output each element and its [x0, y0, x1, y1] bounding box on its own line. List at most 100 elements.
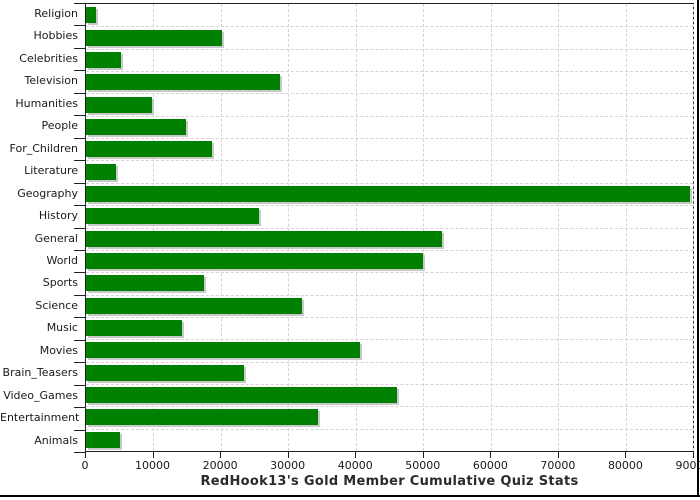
horizontal-gridline [86, 115, 693, 117]
y-axis-label: Religion [34, 7, 78, 20]
y-axis-label: Humanities [15, 96, 78, 110]
bar-row [86, 116, 693, 138]
x-axis-tick [85, 452, 86, 458]
bar-entertainment [86, 409, 318, 426]
y-axis-label: Movies [39, 343, 78, 357]
horizontal-gridline [86, 182, 693, 184]
horizontal-gridline [86, 316, 693, 318]
y-axis-label: Literature [24, 164, 78, 178]
y-axis-tick [74, 452, 85, 453]
bar-row [86, 272, 693, 294]
bar-people [86, 118, 187, 135]
bar-row [86, 160, 693, 182]
horizontal-gridline [86, 205, 693, 207]
x-axis-tick [625, 452, 627, 458]
y-axis-tick [74, 182, 85, 184]
y-axis-tick [74, 115, 85, 117]
bar-row [86, 228, 693, 250]
x-axis-tick-label: 90000 [675, 459, 700, 472]
chart-title: RedHook13's Gold Member Cumulative Quiz … [200, 474, 579, 489]
x-axis-tick [152, 452, 154, 458]
plot-area [85, 3, 694, 452]
bar-geography [86, 185, 690, 202]
x-axis-tick [220, 452, 222, 458]
y-axis-label: Entertainment [0, 411, 80, 425]
bar-row [86, 406, 693, 428]
bar-science [86, 297, 303, 314]
bar-celebrities [86, 51, 122, 68]
bar-row [86, 205, 693, 227]
y-axis-label: General [34, 231, 78, 245]
y-axis-label: Geography [17, 186, 78, 200]
horizontal-gridline [86, 48, 693, 50]
bar-row [86, 250, 693, 272]
y-axis-tick [74, 160, 85, 162]
y-axis-tick [74, 249, 85, 251]
outer-frame-right-border [697, 0, 699, 497]
bar-row [86, 138, 693, 160]
y-axis-tick [74, 272, 85, 274]
x-axis-tick [422, 452, 424, 458]
bar-for_children [86, 141, 213, 158]
y-axis-label: Animals [34, 433, 78, 447]
horizontal-gridline [86, 428, 693, 430]
bar-television [86, 74, 281, 91]
x-axis-tick-label: 10000 [135, 459, 171, 472]
horizontal-gridline [86, 227, 693, 229]
horizontal-gridline [86, 160, 693, 162]
y-axis-label: Celebrities [19, 51, 78, 65]
y-axis-label: Television [24, 74, 79, 88]
bar-row [86, 362, 693, 384]
x-axis-tick-label: 80000 [607, 459, 643, 472]
bar-row [86, 4, 693, 26]
y-axis-tick [74, 205, 85, 207]
horizontal-gridline [86, 294, 693, 296]
horizontal-gridline [86, 361, 693, 363]
y-axis-tick [74, 317, 85, 319]
x-axis-tick-label: 50000 [405, 459, 441, 472]
x-axis-tick [490, 452, 492, 458]
bar-brain_teasers [86, 364, 244, 381]
bar-hobbies [86, 29, 222, 46]
bar-row [86, 183, 693, 205]
bar-row [86, 295, 693, 317]
y-axis-tick [74, 362, 85, 364]
bar-row [86, 317, 693, 339]
bar-row [86, 339, 693, 361]
x-axis-tick-label: 20000 [202, 459, 238, 472]
bar-history [86, 208, 259, 225]
bar-movies [86, 342, 360, 359]
bar-animals [86, 431, 120, 448]
y-axis-tick [74, 384, 85, 386]
horizontal-gridline [86, 93, 693, 95]
y-axis-label: Hobbies [33, 29, 78, 43]
bar-row [86, 384, 693, 406]
x-axis-tick [557, 452, 559, 458]
bar-world [86, 253, 423, 270]
y-axis-label: Music [46, 321, 78, 335]
y-axis-tick [74, 227, 85, 229]
x-axis-tick-label: 40000 [337, 459, 373, 472]
horizontal-gridline [86, 138, 693, 140]
y-axis-tick [74, 294, 85, 296]
y-axis-label: Video_Games [3, 388, 78, 402]
bar-religion [86, 7, 97, 24]
y-axis-tick [74, 3, 85, 4]
horizontal-gridline [86, 383, 693, 385]
x-axis-tick [693, 452, 694, 458]
bar-row [86, 429, 693, 451]
horizontal-gridline [86, 249, 693, 251]
y-axis-tick [74, 92, 85, 94]
bar-sports [86, 275, 205, 292]
horizontal-gridline [86, 272, 693, 274]
x-axis-tick-label: 60000 [472, 459, 508, 472]
bar-humanities [86, 96, 153, 113]
y-axis-label: For_Children [9, 141, 78, 155]
y-axis-label: World [46, 253, 78, 267]
y-axis-tick [74, 137, 85, 139]
y-axis-tick [74, 339, 85, 341]
x-axis-tick [287, 452, 289, 458]
bar-row [86, 71, 693, 93]
x-axis-tick [355, 452, 357, 458]
